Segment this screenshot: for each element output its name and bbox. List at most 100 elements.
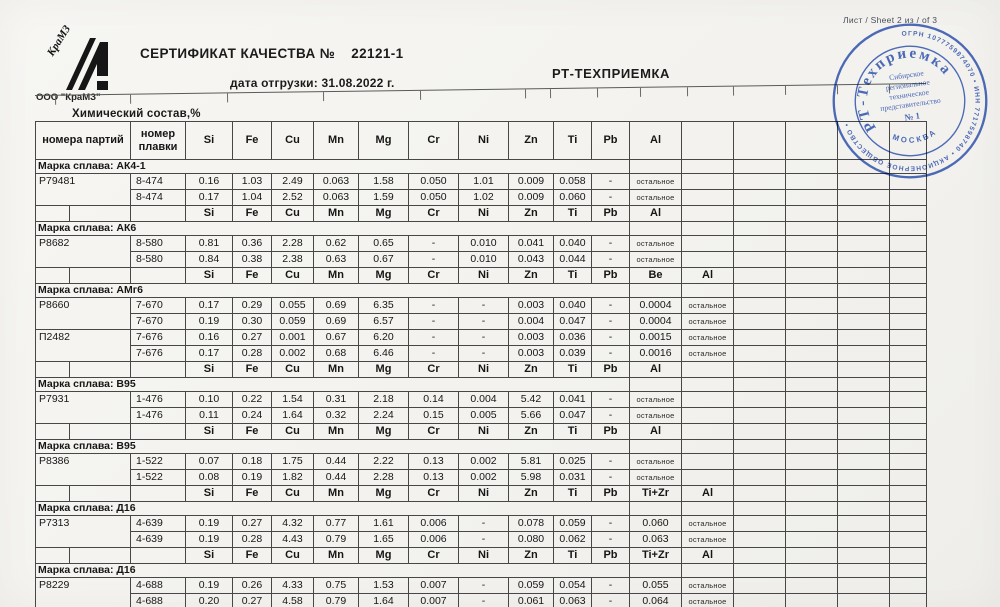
empty-cell [837,515,890,532]
empty-cell [889,221,927,236]
value-cell: - [591,407,630,424]
element-header: Be [629,267,682,284]
value-cell: 1.59 [358,189,409,206]
value-cell: 0.11 [185,407,233,424]
melt-cell: 8-474 [130,189,186,206]
empty-cell [629,283,682,298]
element-header: Cr [408,267,459,284]
batch-cell: Р7931 [35,391,131,424]
data-row: 4-688 0.20 0.27 4.58 0.79 1.64 0.007-0.061 0.06… [36,593,927,607]
empty-cell [130,267,186,284]
value-cell: остальное [629,235,682,252]
empty-cell [785,251,838,268]
empty-cell [785,391,838,408]
empty-cell [681,283,734,298]
empty-cell [889,547,927,564]
empty-cell [889,577,927,594]
empty-cell [35,205,70,222]
table-title: Химический состав,% [72,108,201,120]
element-header: Fe [232,361,272,378]
alloy-band: Марка сплава: АК6 [35,221,630,236]
alloy-band: Марка сплава: АК4-1 [35,159,630,174]
element-header: Cr [408,205,459,222]
value-cell: 6.46 [358,345,409,362]
empty-cell [681,251,734,268]
element-header: Mg [358,267,409,284]
melt-cell: 8-580 [130,235,186,252]
value-cell: 6.35 [358,297,409,314]
empty-cell [733,313,786,330]
sheet-number-label: Лист / Sheet 2 из / of 3 [843,15,938,25]
value-cell: 0.69 [313,313,359,330]
empty-cell [889,407,927,424]
value-cell: - [458,297,509,314]
value-cell: 2.28 [271,235,314,252]
value-cell: 5.81 [508,453,554,470]
value-cell: 0.055 [629,577,682,594]
element-header: Ni [458,361,509,378]
data-row: Р7931 1-476 0.10 0.22 1.54 0.31 2.18 0.14 0.004 5… [35,391,927,424]
empty-cell [733,593,786,607]
value-cell: 0.27 [232,515,272,532]
empty-cell [889,313,927,330]
empty-cell [785,205,838,222]
empty-cell [889,251,927,268]
element-header: Si [185,121,233,160]
element-header: Ni [458,205,509,222]
empty-cell [837,297,890,314]
alloy-band-row: Марка сплава: АК4-1 [35,159,927,174]
value-cell: 0.07 [185,453,233,470]
value-cell: - [458,531,509,548]
value-cell: 1.75 [271,453,314,470]
empty-cell [837,501,890,516]
data-row: Р8229 4-688 0.19 0.26 4.33 0.75 1.53 0.007-0.05… [35,577,927,607]
value-cell: 0.043 [508,251,554,268]
value-cell: 0.003 [508,345,554,362]
melt-cell: 7-670 [130,313,186,330]
value-cell: - [591,531,630,548]
element-header: Al [681,547,734,564]
element-header: Mg [358,121,409,160]
empty-cell [733,423,786,440]
empty-cell [681,221,734,236]
empty-cell [785,313,838,330]
element-header: Mn [313,547,359,564]
value-cell: - [408,251,459,268]
value-cell: 0.010 [458,251,509,268]
element-header: Mn [313,423,359,440]
data-row: 1-476 0.11 0.24 1.64 0.32 2.24 0.15 0.005 5.66 0.… [36,407,927,424]
element-header: Ni [458,547,509,564]
alloy-band-row: Марка сплава: Д16 [35,501,927,516]
value-cell: 0.002 [458,453,509,470]
empty-cell [733,267,786,284]
empty-cell [35,267,70,284]
empty-cell [733,485,786,502]
value-cell: 1.54 [271,391,314,408]
empty-cell [130,423,186,440]
section-header-row: Si Fe Cu Mn Mg Cr Ni Zn Ti Pb Al [35,205,927,222]
element-header: Al [629,121,682,160]
element-header: Ti+Zr [629,547,682,564]
value-cell: 0.19 [185,531,233,548]
empty-cell [130,547,186,564]
empty-cell [681,407,734,424]
acceptance-label: РТ-ТЕХПРИЕМКА [552,66,671,81]
alloy-band-row: Марка сплава: В95 [35,439,927,454]
value-cell: остальное [681,297,734,314]
section-header-row: Si Fe Cu Mn Mg Cr Ni Zn Ti Pb Al [35,361,927,378]
value-cell: 5.98 [508,469,554,486]
value-cell: - [591,391,630,408]
value-cell: 0.059 [553,515,592,532]
empty-cell [889,593,927,607]
empty-cell [733,547,786,564]
value-cell: - [591,329,630,346]
value-cell: 6.57 [358,313,409,330]
value-cell: остальное [629,453,682,470]
empty-cell [35,361,70,378]
empty-cell [629,377,682,392]
empty-cell [837,345,890,362]
value-cell: 0.054 [553,577,592,594]
stamp-city-text: МОСКВА [890,126,940,148]
empty-cell [681,391,734,408]
element-header: Fe [232,205,272,222]
